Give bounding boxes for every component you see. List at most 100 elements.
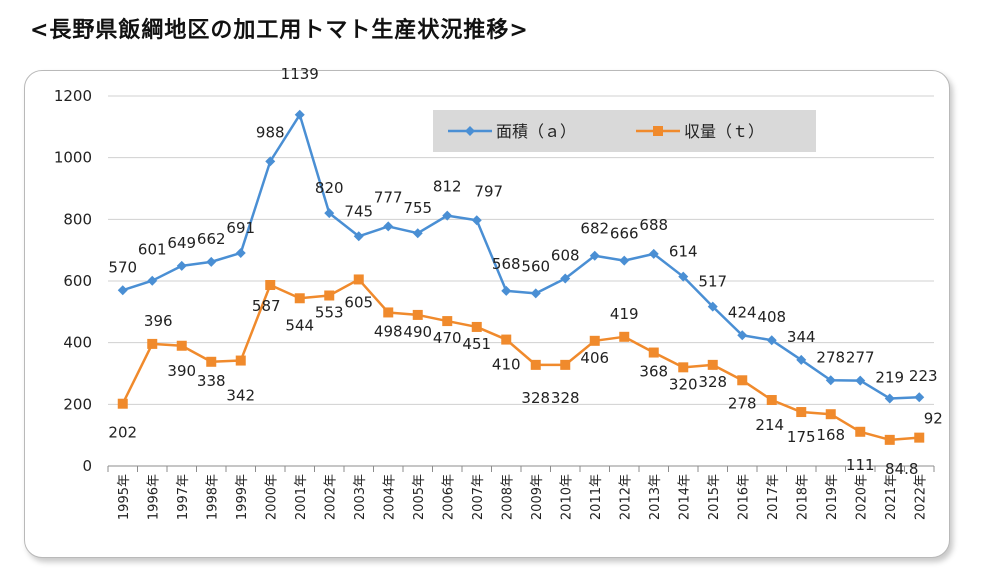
data-label-yield: 202: [108, 424, 137, 442]
x-tick-label: 2000年: [264, 474, 279, 520]
data-label-area: 812: [433, 178, 462, 196]
data-label-yield: 342: [226, 387, 255, 405]
data-label-yield: 396: [144, 312, 173, 330]
x-tick-label: 2008年: [500, 474, 515, 520]
data-label-yield: 168: [816, 426, 845, 444]
data-point-area: [294, 109, 305, 120]
x-tick-label: 2005年: [412, 474, 427, 520]
data-label-area: 608: [551, 247, 580, 265]
data-point-area: [707, 301, 718, 312]
x-tick-label: 1999年: [235, 474, 250, 520]
legend-box: [433, 110, 816, 152]
data-point-yield: [117, 398, 128, 409]
data-label-yield: 84.8: [885, 460, 918, 478]
data-label-yield: 553: [315, 303, 344, 321]
y-tick-label: 600: [63, 272, 92, 290]
legend-marker-yield: [653, 126, 663, 136]
x-tick-label: 2003年: [353, 474, 368, 520]
data-point-area: [235, 247, 246, 258]
data-point-area: [825, 375, 836, 386]
data-point-area: [147, 275, 158, 286]
x-tick-label: 2017年: [766, 474, 781, 520]
data-point-yield: [648, 347, 659, 358]
data-point-area: [442, 210, 453, 221]
data-point-area: [914, 392, 925, 403]
data-point-yield: [442, 316, 453, 327]
data-point-area: [737, 330, 748, 341]
y-tick-label: 1200: [54, 87, 92, 105]
data-label-area: 682: [580, 220, 609, 238]
data-label-area: 344: [787, 328, 816, 346]
x-tick-label: 2015年: [707, 474, 722, 520]
data-point-area: [796, 354, 807, 365]
data-label-area: 988: [256, 123, 285, 141]
data-label-area: 691: [226, 219, 255, 237]
data-label-area: 745: [344, 202, 373, 220]
data-point-yield: [176, 340, 187, 351]
data-label-yield: 410: [492, 356, 521, 374]
data-point-area: [265, 156, 276, 167]
data-point-area: [560, 273, 571, 284]
data-point-area: [176, 260, 187, 271]
data-point-area: [324, 208, 335, 219]
data-point-area: [117, 285, 128, 296]
data-point-area: [206, 256, 217, 267]
x-tick-label: 2021年: [884, 474, 899, 520]
data-point-yield: [471, 321, 482, 332]
data-point-yield: [294, 293, 305, 304]
legend-label-area: 面積（ａ）: [496, 122, 576, 141]
x-tick-label: 2016年: [736, 474, 751, 520]
data-label-area: 662: [197, 230, 226, 248]
series-line-yield: [121, 278, 920, 442]
x-tick-label: 1996年: [146, 474, 161, 520]
data-point-area: [648, 248, 659, 259]
x-tick-label: 1995年: [117, 474, 132, 520]
data-label-yield: 498: [374, 322, 403, 340]
data-label-area: 820: [315, 179, 344, 197]
data-label-area: 777: [374, 188, 403, 206]
x-tick-label: 2022年: [913, 474, 928, 520]
x-tick-label: 1997年: [176, 474, 191, 520]
data-label-area: 568: [492, 255, 521, 273]
data-label-area: 649: [167, 234, 196, 252]
data-label-yield: 111: [846, 456, 875, 474]
data-point-yield: [884, 434, 895, 445]
x-tick-label: 2001年: [294, 474, 309, 520]
data-point-area: [766, 335, 777, 346]
data-point-area: [884, 393, 895, 404]
data-label-area: 517: [698, 273, 727, 291]
data-label-yield: 328: [698, 373, 727, 391]
data-label-yield: 320: [669, 375, 698, 393]
x-tick-label: 2009年: [530, 474, 545, 520]
data-label-yield: 605: [344, 293, 373, 311]
data-point-area: [383, 221, 394, 232]
data-point-yield: [206, 356, 217, 367]
data-label-yield: 451: [462, 335, 491, 353]
y-tick-label: 0: [82, 457, 92, 475]
data-label-yield: 214: [755, 416, 784, 434]
data-point-yield: [707, 359, 718, 370]
x-tick-label: 1998年: [205, 474, 220, 520]
data-label-yield: 328: [521, 389, 550, 407]
data-point-area: [589, 250, 600, 261]
y-tick-label: 1000: [54, 149, 92, 167]
data-label-area: 614: [669, 243, 698, 261]
data-point-yield: [678, 362, 689, 373]
data-label-yield: 544: [285, 316, 314, 334]
data-label-area: 560: [521, 257, 550, 275]
y-gridlines: [108, 95, 934, 467]
data-point-yield: [766, 395, 777, 406]
data-point-area: [619, 255, 630, 266]
data-label-area: 688: [639, 216, 668, 234]
data-point-yield: [560, 359, 571, 370]
data-label-yield: 587: [252, 297, 281, 315]
data-label-area: 278: [816, 348, 845, 366]
x-tick-label: 2020年: [854, 474, 869, 520]
data-label-yield: 490: [403, 323, 432, 341]
x-tick-label: 2006年: [441, 474, 456, 520]
data-label-area: 666: [610, 225, 639, 243]
data-point-yield: [855, 426, 866, 437]
data-point-area: [471, 215, 482, 226]
legend-label-yield: 収量（ｔ）: [684, 122, 764, 141]
